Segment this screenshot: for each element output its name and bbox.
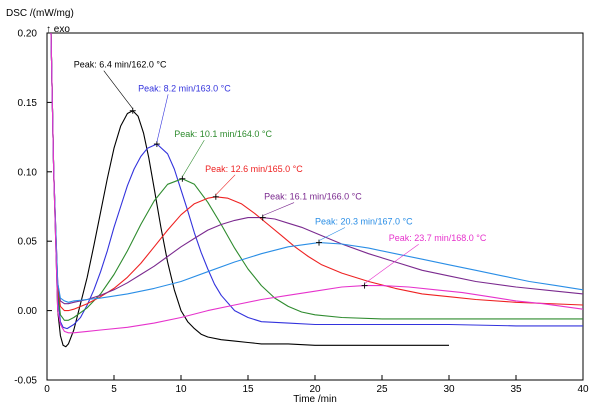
series-line bbox=[50, 32, 584, 334]
peak-label: Peak: 16.1 min/166.0 °C bbox=[264, 192, 362, 202]
peak-leader-line bbox=[103, 70, 133, 109]
peak-leader-line bbox=[364, 243, 419, 284]
axis-ticks: 0 5 10 15 20 25 30 35 40 -0.05 0.00 0.05 0.10 0.15 0.2… bbox=[14, 29, 589, 396]
peak-label: Peak: 23.7 min/168.0 °C bbox=[389, 233, 487, 243]
y-tick-label: 0.00 bbox=[18, 306, 38, 317]
peak-label: Peak: 12.6 min/165.0 °C bbox=[205, 164, 303, 174]
x-tick-label: 25 bbox=[376, 384, 388, 395]
y-axis-title: DSC /(mW/mg) bbox=[6, 8, 74, 19]
peak-labels: Peak: 6.4 min/162.0 °C Peak: 8.2 min/163.… bbox=[74, 60, 487, 289]
x-tick-label: 5 bbox=[111, 384, 117, 395]
series-line bbox=[50, 32, 584, 305]
peak-leader-line bbox=[215, 174, 236, 195]
y-tick-label: -0.05 bbox=[14, 376, 37, 387]
x-tick-label: 20 bbox=[309, 384, 321, 395]
x-tick-label: 40 bbox=[577, 384, 589, 395]
x-tick-label: 15 bbox=[242, 384, 254, 395]
series-line bbox=[50, 32, 584, 303]
peak-label: Peak: 8.2 min/163.0 °C bbox=[138, 83, 231, 93]
series-line bbox=[50, 32, 584, 312]
exo-label: ↑ exo bbox=[46, 24, 70, 35]
series-line bbox=[50, 32, 583, 330]
series-line bbox=[50, 32, 449, 348]
x-axis-title: Time /min bbox=[293, 394, 337, 405]
y-tick-label: 0.15 bbox=[18, 98, 38, 109]
peak-leader-line bbox=[262, 202, 295, 216]
x-tick-label: 10 bbox=[175, 384, 187, 395]
peak-leader-line bbox=[182, 139, 205, 177]
peak-label: Peak: 20.3 min/167.0 °C bbox=[315, 217, 413, 227]
y-tick-label: 0.05 bbox=[18, 237, 38, 248]
peak-label: Peak: 6.4 min/162.0 °C bbox=[74, 60, 167, 70]
plot-area-border bbox=[46, 32, 584, 381]
y-tick-label: 0.20 bbox=[18, 29, 38, 40]
plot-frame bbox=[46, 32, 584, 381]
peak-label: Peak: 10.1 min/164.0 °C bbox=[174, 129, 272, 139]
x-tick-label: 0 bbox=[44, 384, 50, 395]
series-lines bbox=[50, 32, 584, 348]
series-line bbox=[50, 32, 583, 321]
y-tick-label: 0.10 bbox=[18, 167, 38, 178]
peak-leader-line bbox=[156, 94, 169, 143]
x-tick-label: 30 bbox=[443, 384, 455, 395]
x-tick-label: 35 bbox=[510, 384, 522, 395]
peak-leader-line bbox=[318, 227, 346, 241]
